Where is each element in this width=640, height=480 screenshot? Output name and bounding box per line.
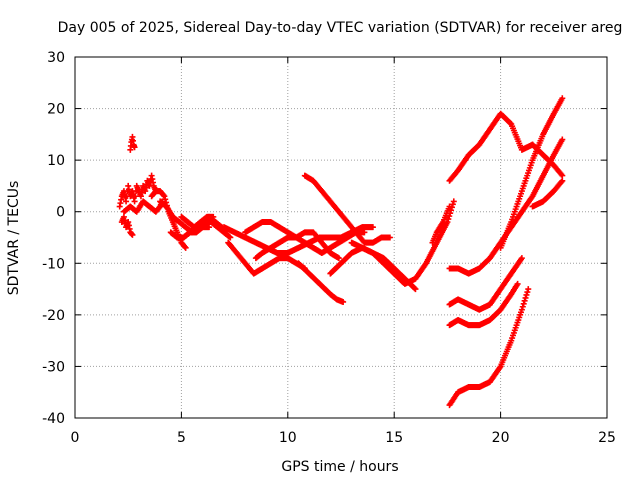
data-point	[411, 285, 418, 292]
data-point	[227, 234, 234, 241]
data-point	[519, 303, 526, 310]
series-arc-early-d	[178, 213, 217, 231]
y-tick-label: -20	[42, 308, 65, 324]
axis-ticks: 0 5 10 15 20 25 -40 -30 -20 -10 0 10 20 30	[42, 50, 616, 446]
data-point	[129, 231, 136, 238]
data-point	[559, 95, 566, 102]
y-tick-label: 0	[56, 205, 65, 221]
y-tick-label: 20	[47, 102, 65, 118]
data-point	[525, 286, 532, 293]
series-arc-late-9	[429, 203, 453, 246]
data-point	[412, 286, 419, 293]
x-tick-label: 10	[279, 430, 297, 446]
data-point	[522, 294, 529, 301]
data-point	[340, 298, 347, 305]
data-point	[449, 201, 456, 208]
data-point	[514, 280, 521, 287]
data-point	[523, 291, 530, 298]
series-arc-early-e	[174, 224, 213, 241]
series-arc-mid-3	[242, 219, 342, 262]
y-axis-label: SDTVAR / TECUs	[6, 181, 22, 296]
series-arc-late-2	[446, 136, 566, 277]
data-point	[521, 297, 528, 304]
data-point	[507, 120, 514, 127]
data-point	[559, 177, 566, 184]
data-point	[131, 198, 138, 205]
series-arc-late-5	[446, 286, 532, 409]
data-point	[161, 193, 168, 200]
chart-title: Day 005 of 2025, Sidereal Day-to-day VTE…	[58, 20, 623, 36]
x-tick-label: 20	[492, 430, 510, 446]
data-point	[160, 192, 167, 199]
series-arc-late-7	[529, 141, 566, 179]
series-arc-early-cluster	[116, 172, 159, 210]
plot-frame	[74, 56, 608, 419]
series-arc-mid-8	[348, 198, 457, 287]
data-point	[558, 171, 565, 178]
x-tick-label: 0	[71, 430, 80, 446]
data-point	[210, 213, 217, 220]
data-point	[524, 289, 531, 296]
y-tick-label: 30	[47, 50, 65, 66]
series-arc-mid-5	[295, 260, 347, 305]
y-tick-label: -30	[42, 359, 65, 375]
data-point	[131, 144, 138, 151]
x-tick-label: 15	[385, 430, 403, 446]
data-points	[116, 95, 566, 409]
data-point	[335, 255, 342, 262]
data-point	[361, 229, 368, 236]
data-point	[518, 306, 525, 313]
x-tick-label: 5	[177, 430, 186, 446]
data-point	[558, 178, 565, 185]
series-arc-early-a	[148, 188, 189, 251]
series-arc-mid-6	[301, 172, 393, 246]
data-point	[520, 300, 527, 307]
data-point	[181, 243, 188, 250]
data-point	[559, 172, 566, 179]
x-tick-label: 25	[598, 430, 616, 446]
data-point	[386, 234, 393, 241]
series-arc-late-3	[446, 255, 525, 313]
x-axis-label: GPS time / hours	[281, 459, 398, 475]
series-arc-early-low	[118, 213, 136, 238]
series-arc-late-8	[529, 177, 566, 210]
series-arc-early-high	[127, 133, 138, 153]
data-point	[132, 193, 139, 200]
data-point	[369, 224, 376, 231]
series-arc-late-1	[446, 110, 536, 184]
data-point	[206, 224, 213, 231]
y-tick-label: 10	[47, 153, 65, 169]
data-point	[162, 196, 169, 203]
data-point	[446, 203, 453, 210]
y-tick-label: -10	[42, 256, 65, 272]
data-point	[450, 198, 457, 205]
data-point	[518, 255, 525, 262]
series-arc-mid-2	[225, 239, 308, 277]
y-tick-label: -40	[42, 411, 65, 427]
data-point	[182, 244, 189, 251]
data-point	[123, 198, 130, 205]
data-point	[559, 136, 566, 143]
series-arc-late-4	[446, 280, 521, 329]
